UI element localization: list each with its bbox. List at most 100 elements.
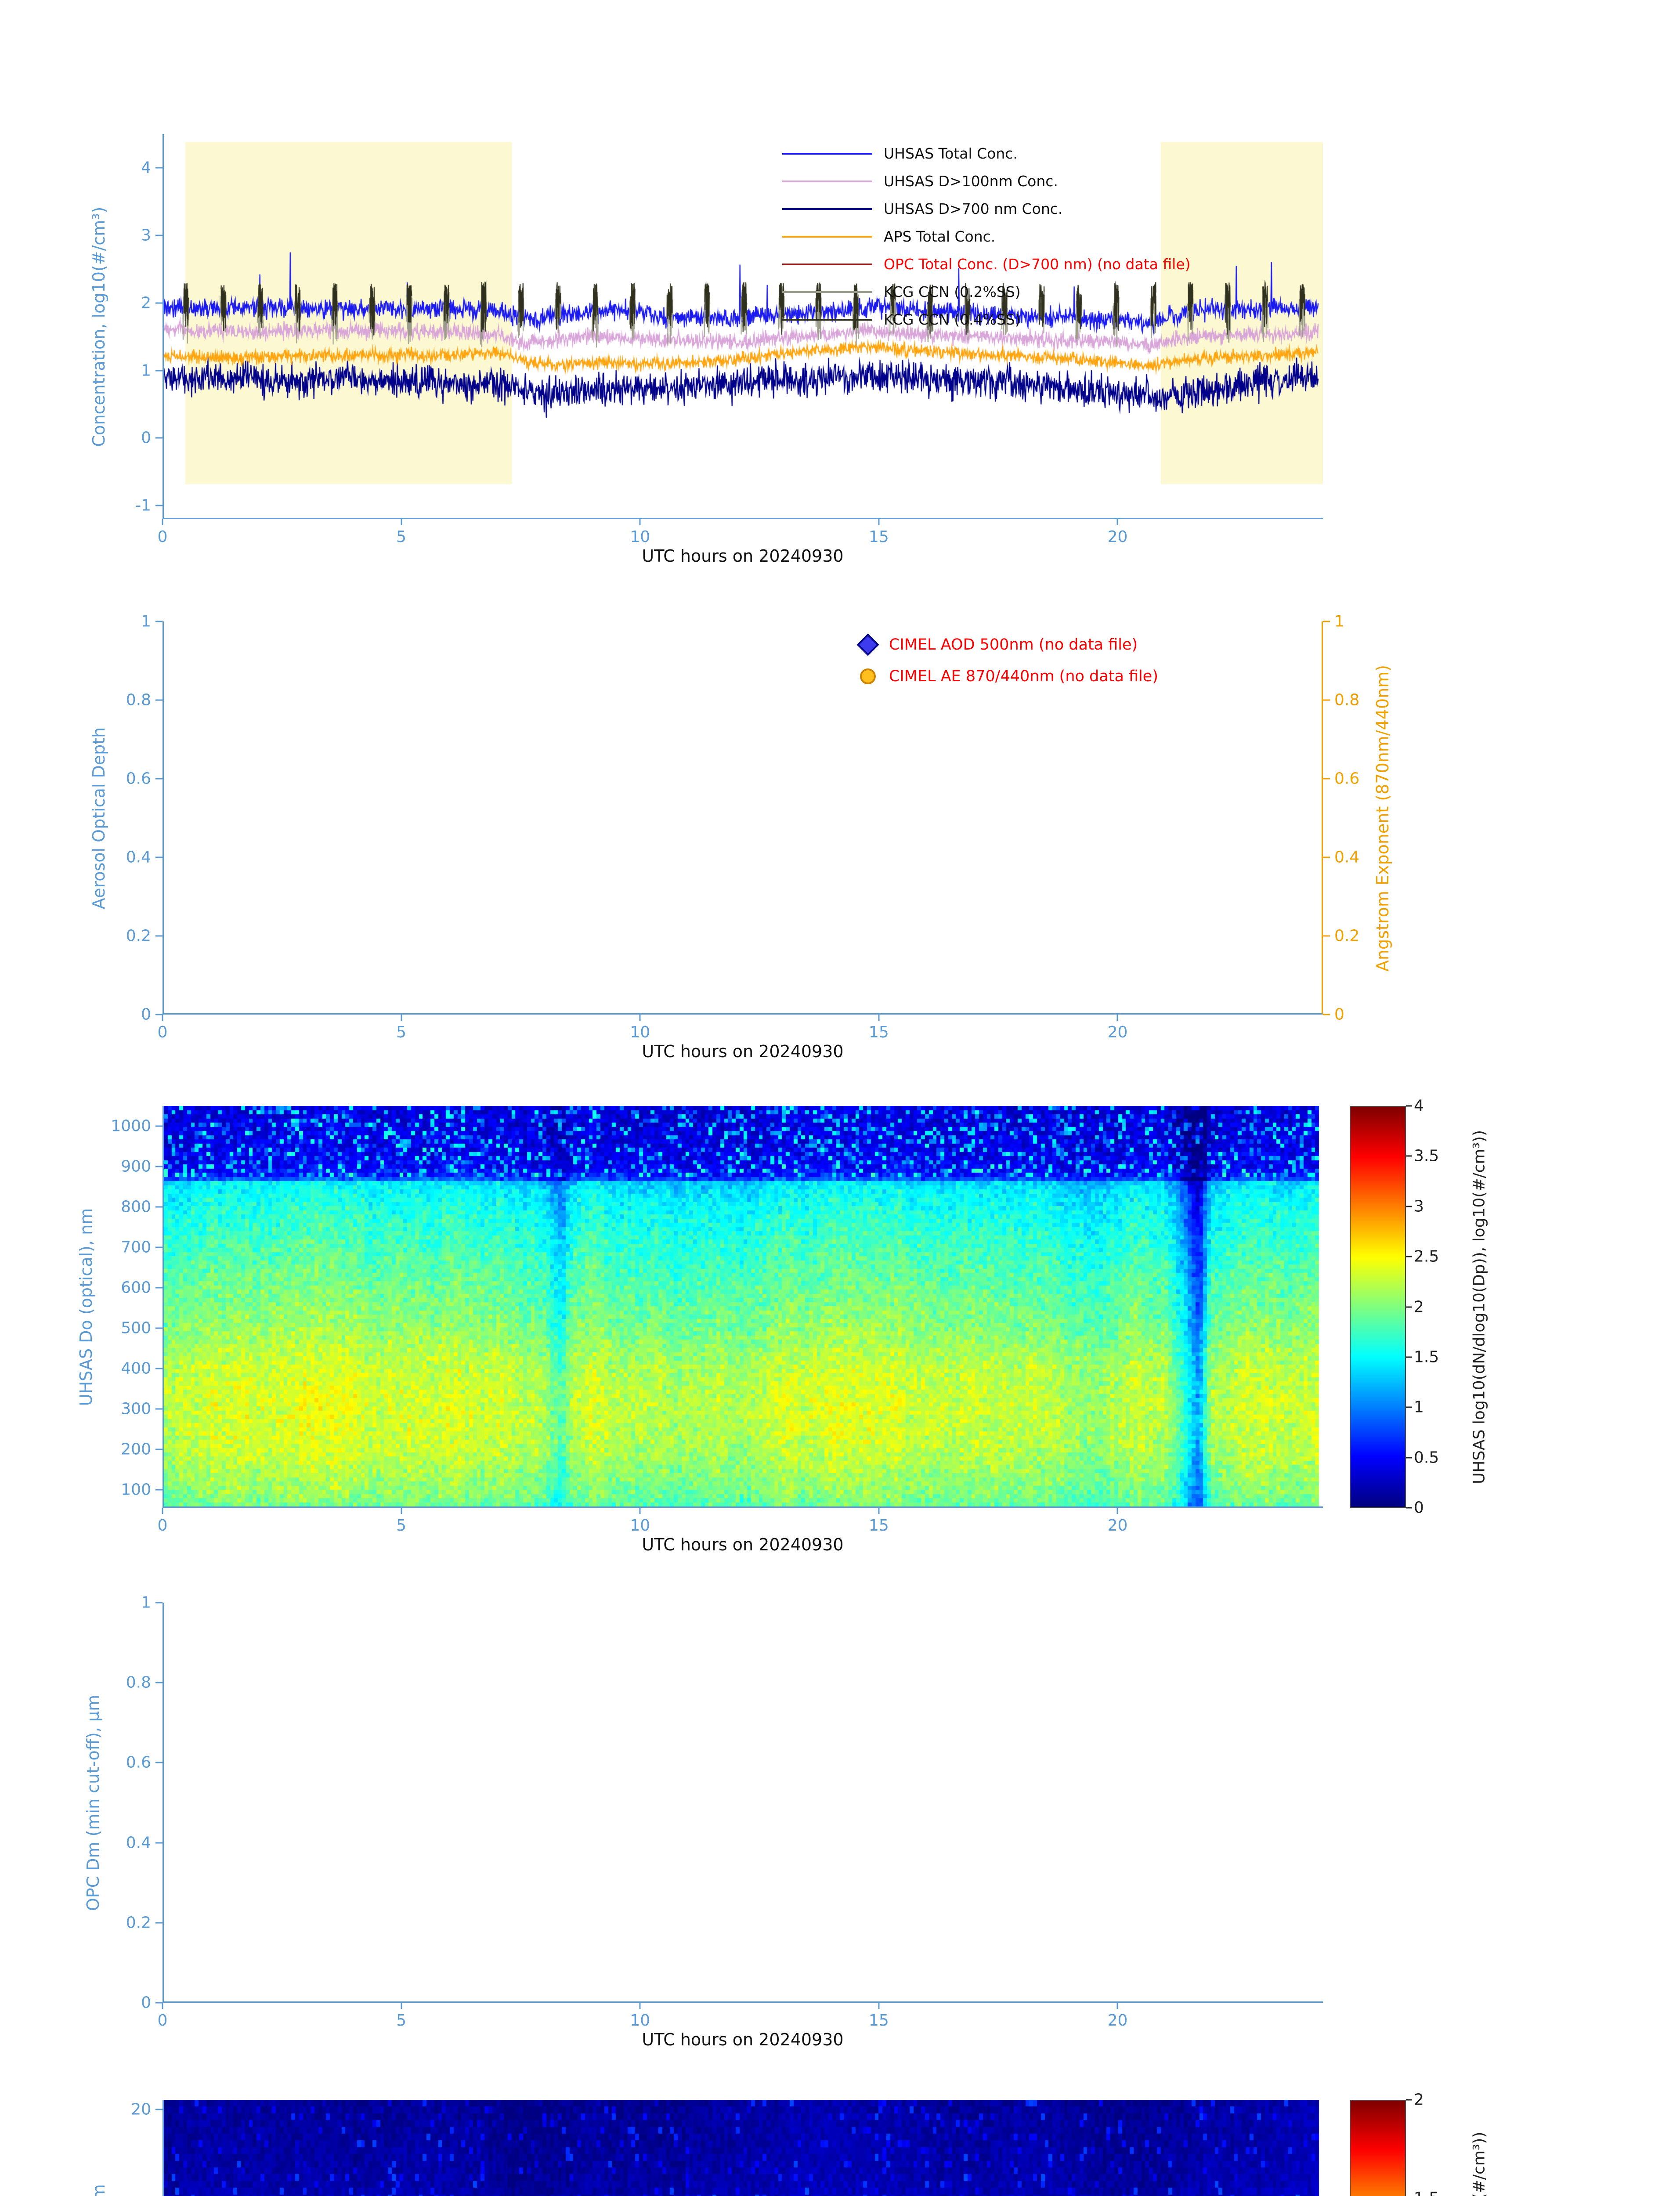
legend-label: UHSAS D>100nm Conc. [884, 173, 1058, 190]
right-y-tick-label: 0.6 [1334, 769, 1360, 788]
y-tick-label: 1 [141, 361, 151, 379]
circle-marker-icon [860, 668, 876, 684]
x-tick-mark [639, 1015, 641, 1021]
x-tick-label: 5 [396, 2012, 407, 2030]
y-tick-label: 3 [141, 226, 151, 245]
y-tick-mark [155, 1448, 163, 1450]
aod-legend: CIMEL AOD 500nm (no data file) CIMEL AE 8… [856, 629, 1158, 692]
legend-item: OPC Total Conc. (D>700 nm) (no data file… [782, 250, 1191, 278]
angstrom-right-y-axis-label: Angstrom Exponent (870nm/440nm) [1373, 665, 1392, 972]
right-y-tick-label: 0 [1334, 1005, 1344, 1024]
right-y-tick-mark [1323, 1014, 1330, 1015]
x-tick-mark [878, 2003, 880, 2009]
y-tick-label: 900 [121, 1157, 151, 1176]
y-tick-mark [155, 2109, 163, 2110]
colorbar-tick-label: 0.5 [1414, 1448, 1439, 1467]
colorbar-tick-mark [1406, 1155, 1412, 1157]
x-tick-label: 5 [396, 1023, 407, 1041]
uhsas-colorbar [1350, 1106, 1406, 1508]
y-tick-label: -1 [135, 496, 151, 515]
colorbar-tick-label: 1.5 [1414, 2189, 1439, 2196]
x-tick-label: 15 [868, 1023, 889, 1041]
colorbar-tick-label: 1 [1414, 1398, 1424, 1416]
x-tick-mark [1116, 1015, 1118, 1021]
legend-line-swatch [782, 180, 872, 182]
y-tick-mark [155, 302, 163, 304]
y-tick-label: 0.6 [126, 769, 151, 788]
aps-heatmap-canvas [164, 2100, 1323, 2196]
right-y-tick-mark [1323, 699, 1330, 701]
uhsas-colorbar-canvas [1351, 1107, 1405, 1507]
x-tick-label: 10 [630, 528, 650, 546]
x-tick-mark [878, 1508, 880, 1514]
y-tick-mark [155, 1327, 163, 1329]
colorbar-tick-mark [1406, 2099, 1412, 2101]
x-tick-mark [162, 1508, 163, 1514]
colorbar-tick-mark [1406, 1306, 1412, 1307]
colorbar-tick-mark [1406, 1406, 1412, 1408]
y-tick-mark [155, 1682, 163, 1683]
x-tick-mark [401, 1508, 402, 1514]
legend-label: APS Total Conc. [884, 228, 996, 245]
colorbar-tick-mark [1406, 1356, 1412, 1358]
y-tick-mark [155, 235, 163, 236]
y-tick-mark [155, 1287, 163, 1289]
legend-line-swatch [782, 291, 872, 293]
y-tick-mark [155, 1125, 163, 1127]
legend-label: CIMEL AE 870/440nm (no data file) [889, 668, 1158, 685]
x-tick-label: 0 [157, 1517, 168, 1535]
x-tick-mark [1116, 1508, 1118, 1514]
x-tick-label: 15 [868, 528, 889, 546]
legend-item: APS Total Conc. [782, 223, 1191, 250]
y-tick-label: 20 [131, 2100, 151, 2119]
y-tick-mark [155, 2002, 163, 2004]
y-tick-mark [155, 856, 163, 858]
legend-line-swatch [782, 235, 872, 238]
colorbar-tick-label: 2.5 [1414, 1247, 1439, 1266]
legend-item: UHSAS D>100nm Conc. [782, 167, 1191, 195]
y-tick-label: 0.4 [126, 1834, 151, 1852]
right-y-tick-label: 1 [1334, 612, 1344, 631]
colorbar-tick-label: 2 [1414, 1298, 1424, 1316]
legend-label: UHSAS D>700 nm Conc. [884, 200, 1063, 217]
colorbar-tick-mark [1406, 1256, 1412, 1257]
y-tick-label: 0.8 [126, 691, 151, 709]
x-tick-label: 20 [1107, 528, 1128, 546]
right-y-tick-mark [1323, 856, 1330, 858]
x-tick-label: 10 [630, 1517, 650, 1535]
aod-x-axis-label: UTC hours on 20240930 [642, 1042, 844, 1061]
y-tick-label: 0.2 [126, 1914, 151, 1932]
legend-line-swatch [782, 318, 872, 321]
colorbar-tick-mark [1406, 1206, 1412, 1207]
uhsas-x-axis-label: UTC hours on 20240930 [642, 1535, 844, 1554]
right-y-tick-label: 0.8 [1334, 691, 1360, 709]
y-tick-mark [155, 1922, 163, 1924]
y-tick-label: 0.2 [126, 927, 151, 945]
y-tick-mark [155, 437, 163, 439]
colorbar-tick-label: 3 [1414, 1197, 1424, 1216]
right-y-tick-mark [1323, 778, 1330, 780]
x-tick-label: 0 [157, 528, 168, 546]
y-tick-mark [155, 1368, 163, 1369]
legend-label: KCG CCN (0.2%SS) [884, 283, 1021, 300]
colorbar-tick-label: 4 [1414, 1097, 1424, 1115]
aps-colorbar-label: APS log10(dN/dlog10(Dp)), log10(#/cm³)) [1470, 2132, 1489, 2196]
x-tick-label: 15 [868, 1517, 889, 1535]
x-tick-mark [878, 1015, 880, 1021]
y-tick-mark [155, 1014, 163, 1015]
y-tick-label: 1 [141, 1593, 151, 1612]
legend-item: UHSAS Total Conc. [782, 140, 1191, 167]
uhsas-y-axis-label: UHSAS Do (optical), nm [76, 1208, 96, 1406]
aod-plot-canvas [164, 621, 1322, 1013]
x-tick-mark [639, 2003, 641, 2009]
x-tick-label: 5 [396, 528, 407, 546]
concentration-plot-canvas [164, 134, 1323, 518]
y-tick-label: 4 [141, 159, 151, 177]
right-y-tick-label: 0.4 [1334, 848, 1360, 867]
y-tick-label: 0 [141, 1994, 151, 2012]
legend-label: CIMEL AOD 500nm (no data file) [889, 636, 1138, 654]
x-tick-label: 10 [630, 2012, 650, 2030]
aps-colorbar-canvas [1351, 2101, 1405, 2196]
y-tick-mark [155, 167, 163, 169]
concentration-x-axis-label: UTC hours on 20240930 [642, 546, 844, 566]
